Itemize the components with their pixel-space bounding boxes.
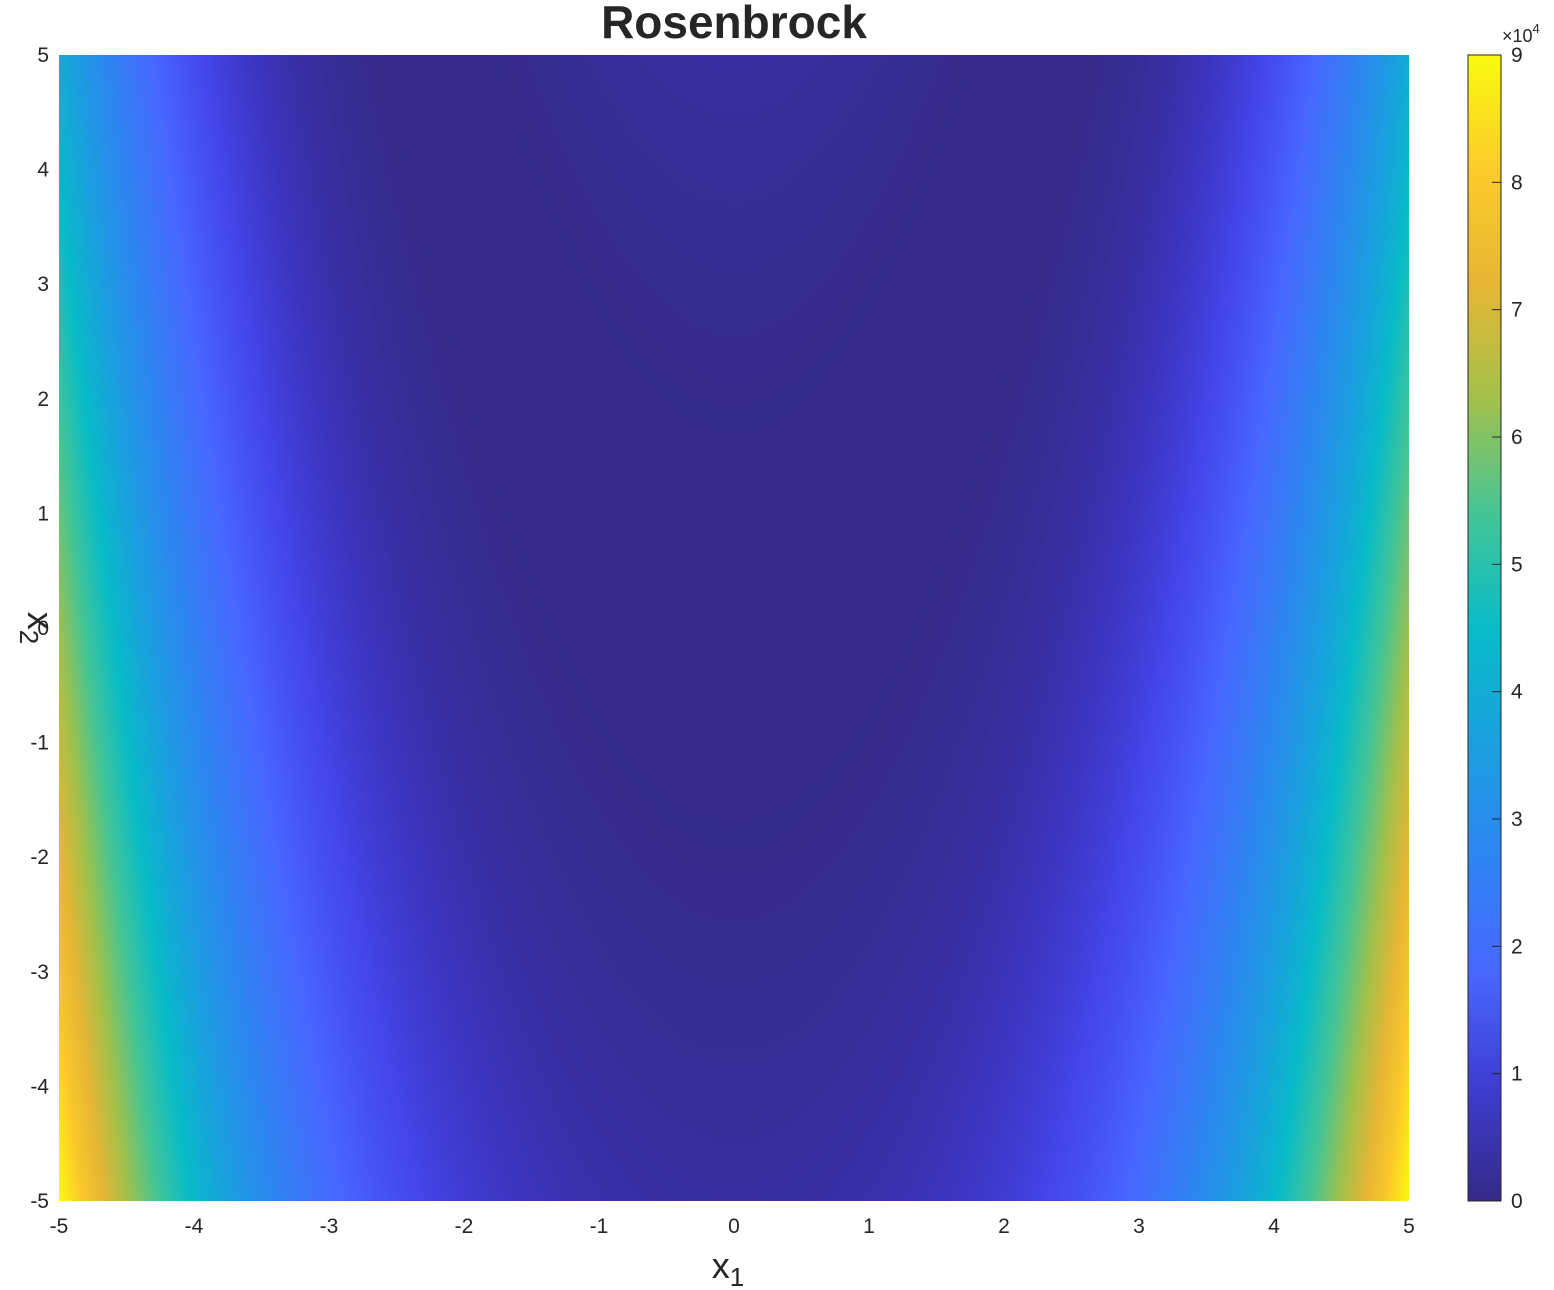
y-axis-label-base: x [20,612,61,630]
colorbar-exponent-base: ×10 [1502,26,1533,46]
x-axis-label-sub: 1 [730,1262,744,1290]
x-tick-label: -1 [590,1215,609,1238]
heatmap-image [59,55,1409,1201]
x-tick-label: -5 [50,1215,69,1238]
x-axis-label-base: x [712,1245,730,1286]
colorbar-tick-label: 3 [1511,808,1523,831]
x-tick-label: -3 [320,1215,339,1238]
y-tick-label: 1 [37,502,49,525]
x-axis-ticks: -5 -4 -3 -2 -1 0 1 2 3 4 5 [50,1215,1415,1238]
x-tick-label: -4 [185,1215,204,1238]
colorbar-tick-label: 2 [1511,935,1523,958]
x-tick-label: 3 [1133,1215,1145,1238]
y-axis-label: x2 [14,612,61,644]
y-axis-ticks: 5 4 3 2 1 0 -1 -2 -3 -4 -5 [30,44,49,1213]
chart-title: Rosenbrock [601,0,867,48]
y-tick-label: -3 [30,961,49,984]
x-tick-label: 0 [728,1215,740,1238]
colorbar-tick-label: 9 [1511,44,1523,67]
colorbar-tick-label: 4 [1511,681,1523,704]
y-axis-label-sub: 2 [14,630,44,644]
y-tick-label: 3 [37,273,49,296]
colorbar-exponent-power: 4 [1533,21,1540,36]
x-tick-label: -2 [455,1215,474,1238]
x-tick-label: 4 [1268,1215,1280,1238]
x-tick-label: 2 [998,1215,1010,1238]
colorbar-ticks: 0 1 2 3 4 5 6 7 8 9 [1492,44,1523,1213]
colorbar-tick-label: 5 [1511,553,1523,576]
y-tick-label: -5 [30,1190,49,1213]
y-tick-label: 0 [37,617,49,640]
colorbar-tick-label: 1 [1511,1063,1523,1086]
colorbar-exponent: ×104 [1502,21,1540,46]
y-tick-label: -2 [30,846,49,869]
colorbar-tick-label: 8 [1511,171,1523,194]
y-tick-label: 5 [37,44,49,67]
y-tick-label: 4 [37,159,49,182]
colorbar-tick-label: 0 [1511,1190,1523,1213]
y-tick-label: 2 [37,388,49,411]
plot-area [59,55,1409,1201]
colorbar-tick-label: 7 [1511,299,1523,322]
x-tick-label: 1 [863,1215,875,1238]
colorbar-tick-label: 6 [1511,426,1523,449]
x-tick-label: 5 [1403,1215,1415,1238]
y-tick-label: -1 [30,732,49,755]
x-axis-label: x1 [712,1245,744,1290]
y-tick-label: -4 [30,1075,49,1098]
colorbar-scale [1467,54,1502,1202]
